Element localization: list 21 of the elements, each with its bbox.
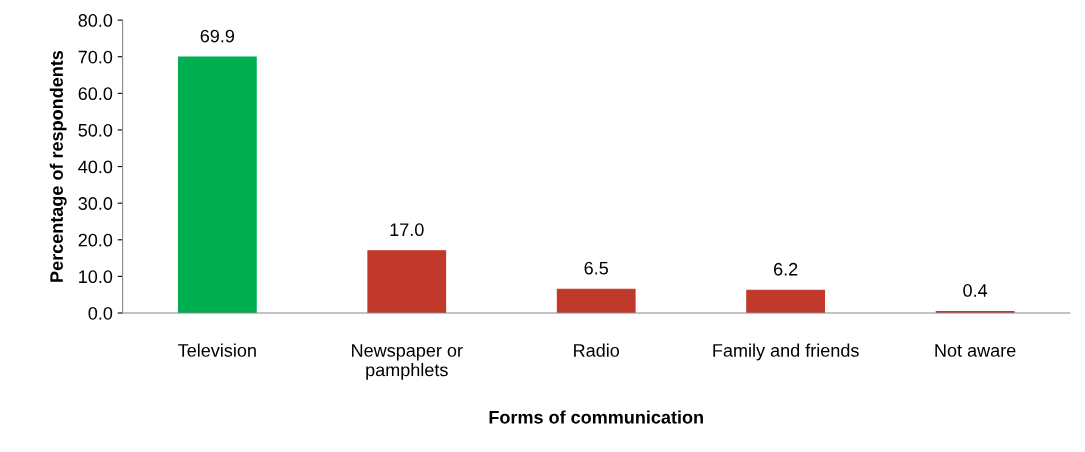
y-tick-label: 50.0 — [78, 123, 113, 137]
data-label: 0.4 — [963, 284, 988, 297]
y-tick-label: 10.0 — [79, 270, 113, 284]
x-tick-label: Family and friends — [713, 343, 859, 361]
y-tick-label: 40.0 — [78, 160, 113, 174]
y-tick-label: 30.0 — [78, 197, 113, 210]
y-tick-label: 70.0 — [78, 50, 113, 64]
x-axis-title: Forms of communication — [489, 410, 703, 424]
data-label: 6.2 — [774, 262, 798, 276]
x-tick-label: Television — [178, 343, 256, 357]
x-tick-label: Not aware — [935, 344, 1016, 357]
y-tick-label: 60.0 — [78, 87, 113, 101]
y-tick-label: 0.0 — [88, 306, 113, 320]
x-tick-label: Radio — [574, 343, 620, 357]
y-axis-title: Percentage of respondents — [49, 50, 67, 282]
x-tick-label: Newspaper or pamphlets — [352, 344, 463, 380]
data-label: 6.5 — [584, 261, 608, 275]
data-label: 17.0 — [390, 223, 424, 237]
y-tick-label: 20.0 — [78, 233, 113, 247]
data-label: 69.9 — [200, 29, 235, 43]
y-tick-label: 80.0 — [78, 14, 113, 27]
